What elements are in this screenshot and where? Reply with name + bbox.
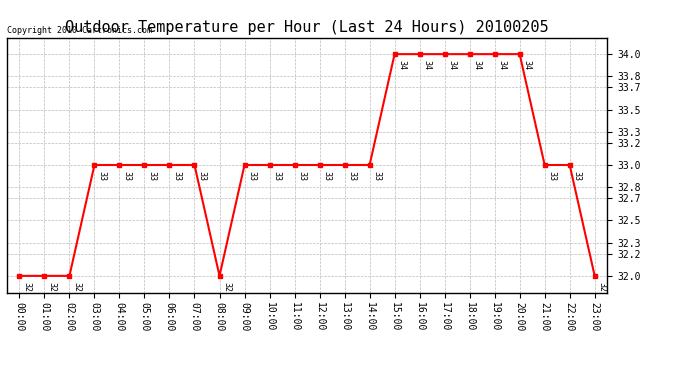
Text: 34: 34 xyxy=(522,60,531,70)
Text: 33: 33 xyxy=(97,171,106,181)
Text: 34: 34 xyxy=(497,60,506,70)
Text: 33: 33 xyxy=(147,171,156,181)
Text: 33: 33 xyxy=(573,171,582,181)
Text: 33: 33 xyxy=(122,171,131,181)
Text: 33: 33 xyxy=(297,171,306,181)
Text: 34: 34 xyxy=(447,60,456,70)
Text: 33: 33 xyxy=(172,171,181,181)
Text: 33: 33 xyxy=(273,171,282,181)
Text: 33: 33 xyxy=(373,171,382,181)
Text: 33: 33 xyxy=(197,171,206,181)
Text: 33: 33 xyxy=(547,171,556,181)
Text: 33: 33 xyxy=(247,171,256,181)
Text: 33: 33 xyxy=(347,171,356,181)
Text: 32: 32 xyxy=(222,282,231,292)
Text: 32: 32 xyxy=(22,282,31,292)
Text: 34: 34 xyxy=(397,60,406,70)
Text: 32: 32 xyxy=(72,282,81,292)
Text: 34: 34 xyxy=(422,60,431,70)
Text: 32: 32 xyxy=(47,282,56,292)
Text: 32: 32 xyxy=(598,282,607,292)
Title: Outdoor Temperature per Hour (Last 24 Hours) 20100205: Outdoor Temperature per Hour (Last 24 Ho… xyxy=(66,20,549,35)
Text: 33: 33 xyxy=(322,171,331,181)
Text: Copyright 2010 Cartronics.com: Copyright 2010 Cartronics.com xyxy=(7,26,152,35)
Text: 34: 34 xyxy=(473,60,482,70)
